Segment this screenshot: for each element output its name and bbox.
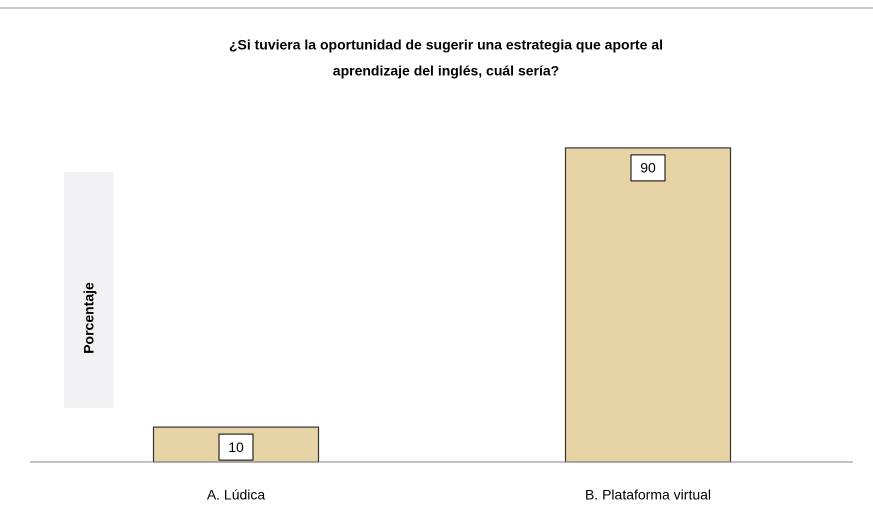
bar [564,147,732,463]
x-tick-label: B. Plataforma virtual [585,487,711,503]
data-label-box [630,154,666,182]
data-label-box [218,433,254,461]
data-label: 10 [228,439,244,455]
data-label: 90 [640,160,656,176]
x-tick-label: A. Lúdica [207,487,266,503]
chart-title: ¿Si tuviera la oportunidad de sugerir un… [229,37,663,53]
y-axis-label: Porcentaje [81,282,97,354]
y-label-box [64,172,113,408]
chart-title: aprendizaje del inglés, cuál sería? [333,63,559,79]
